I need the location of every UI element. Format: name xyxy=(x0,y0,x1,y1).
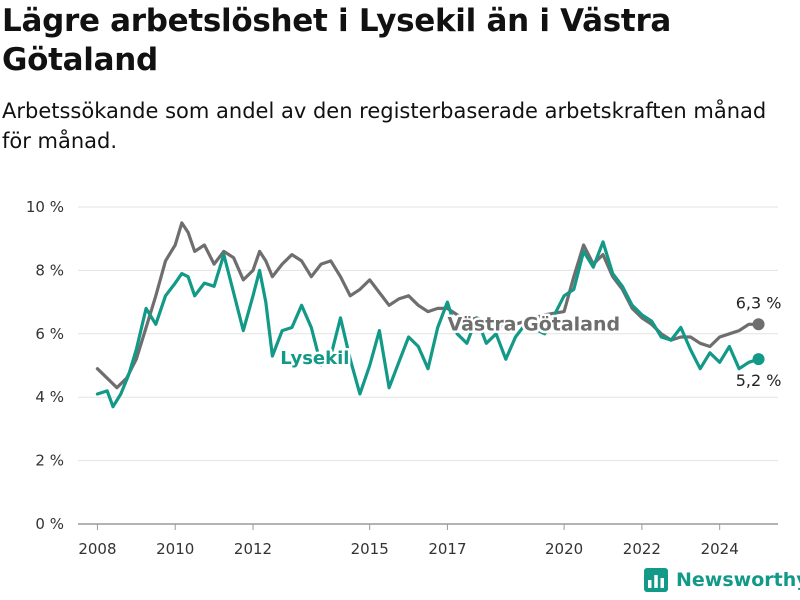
y-tick-label: 4 % xyxy=(35,388,64,406)
series-line-vastra-gotaland xyxy=(95,221,761,390)
brand-name: Newsworthy xyxy=(676,569,800,591)
chart-title: Lägre arbetslöshet i Lysekil än i Västra… xyxy=(2,3,672,78)
y-tick-label: 0 % xyxy=(35,515,64,533)
series-label-vastra-gotaland: Västra Götaland xyxy=(447,314,620,336)
series-end-label: 5,2 % xyxy=(736,371,782,390)
y-tick-label: 6 % xyxy=(35,325,64,343)
y-tick-label: 10 % xyxy=(26,198,64,216)
x-tick-label: 2017 xyxy=(428,540,466,558)
x-tick-label: 2010 xyxy=(156,540,194,558)
x-tick-label: 2020 xyxy=(545,540,583,558)
brand-logo: Newsworthy xyxy=(644,568,800,592)
series-label-lysekil: Lysekil xyxy=(280,348,349,369)
y-tick-label: 2 % xyxy=(35,452,64,470)
series-end-point-lysekil xyxy=(752,353,765,366)
chart-subtitle: Arbetssökande som andel av den registerb… xyxy=(2,99,767,153)
series-end-point-vastra-gotaland xyxy=(752,318,765,331)
x-tick-label: 2015 xyxy=(351,540,389,558)
series-end-label: 6,3 % xyxy=(736,293,782,312)
series-line-lysekil xyxy=(95,240,761,409)
x-tick-label: 2024 xyxy=(701,540,739,558)
x-tick-label: 2008 xyxy=(78,540,116,558)
bar-chart-icon xyxy=(644,568,668,592)
y-tick-label: 8 % xyxy=(35,261,64,279)
x-tick-label: 2022 xyxy=(623,540,661,558)
x-tick-label: 2012 xyxy=(234,540,272,558)
